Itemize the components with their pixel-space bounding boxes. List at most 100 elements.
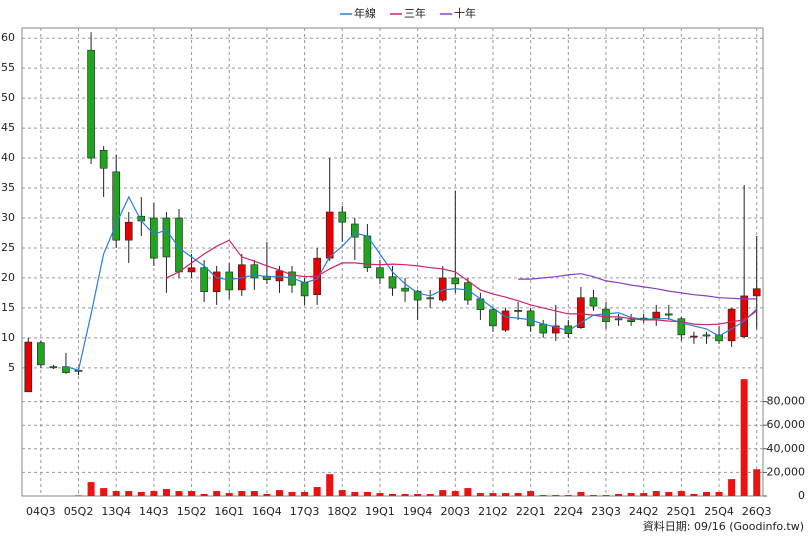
candle-body [589, 297, 598, 307]
volume-bar [677, 491, 685, 496]
candle-body [376, 267, 384, 279]
candle-body [275, 270, 284, 282]
candle-body [426, 297, 434, 300]
volume-bar [715, 491, 723, 496]
candle-body [652, 311, 661, 319]
volume-bar [112, 491, 120, 496]
candle-body [451, 277, 460, 285]
volume-bar [351, 491, 359, 496]
volume-bar [539, 495, 547, 496]
volume-bar [263, 493, 271, 496]
candle-body [752, 288, 761, 297]
x-tick-label: 14Q3 [139, 505, 169, 518]
volume-bar [87, 482, 95, 496]
candle-body [112, 171, 120, 241]
volume-bar [75, 495, 83, 496]
candle-body [212, 271, 221, 293]
candle-body [577, 297, 585, 328]
candle-body [665, 313, 673, 316]
volume-bar [238, 491, 246, 496]
volume-bar [451, 491, 459, 496]
volume-bar [753, 469, 761, 496]
volume-bar [426, 493, 434, 496]
ma-line [166, 239, 758, 326]
y2-tick-label: 60,000 [767, 418, 806, 431]
volume-bar [162, 489, 170, 496]
legend-label: 十年 [454, 6, 476, 20]
x-tick-label: 20Q3 [440, 505, 470, 518]
ma-line [518, 273, 757, 300]
legend-label: 年線 [354, 6, 376, 20]
x-tick-label: 04Q3 [26, 505, 56, 518]
candle-body [300, 282, 309, 297]
x-tick-label: 25Q4 [704, 505, 734, 518]
candle-body [62, 366, 70, 373]
candle-body [690, 335, 698, 338]
ma-line [65, 195, 758, 371]
candle-body [464, 282, 472, 301]
candle-body [250, 264, 259, 279]
candle-body [539, 323, 548, 334]
volume-bar [175, 491, 183, 496]
volume-bar [690, 493, 698, 496]
candle-body [200, 267, 208, 293]
y-tick-label: 55 [1, 61, 15, 74]
candle-body [351, 223, 359, 238]
volume-bar [150, 491, 158, 496]
x-tick-label: 16Q4 [252, 505, 282, 518]
x-tick-label: 13Q4 [101, 505, 131, 518]
volume-bar [502, 493, 510, 496]
volume-bar [476, 493, 484, 496]
volume-bar [288, 491, 296, 496]
y-tick-label: 30 [1, 211, 15, 224]
candle-body [225, 271, 234, 291]
volume-bar [589, 495, 597, 496]
y-tick-label: 15 [1, 301, 15, 314]
candle-body [727, 308, 736, 342]
y-tick-label: 40 [1, 151, 15, 164]
x-tick-label: 22Q1 [516, 505, 546, 518]
candle-body [526, 310, 535, 327]
volume-bar [100, 488, 108, 496]
volume-bar [439, 490, 447, 496]
candle-body [715, 334, 723, 342]
volume-bar [313, 487, 321, 496]
candle-body [614, 318, 623, 321]
x-tick-label: 23Q3 [591, 505, 621, 518]
candle-body [438, 277, 447, 301]
volume-bar [627, 493, 635, 496]
volume-bar [702, 491, 710, 496]
volume-bar [200, 493, 208, 496]
volume-bar [363, 491, 371, 496]
y-tick-label: 45 [1, 121, 15, 134]
candle-body [677, 318, 686, 336]
volume-bar [301, 491, 309, 496]
x-tick-label: 26Q3 [742, 505, 772, 518]
volume-bar [740, 379, 748, 496]
candle-body [338, 211, 347, 223]
x-tick-label: 17Q3 [290, 505, 320, 518]
volume-bar [552, 495, 560, 496]
volume-bar [489, 493, 497, 496]
volume-bar [615, 493, 623, 496]
x-tick-label: 22Q4 [554, 505, 584, 518]
candle-body [501, 310, 510, 331]
y2-tick-label: 80,000 [767, 395, 806, 408]
volume-bar [602, 495, 610, 496]
candle-body [87, 49, 95, 159]
candle-body [363, 235, 372, 269]
candle-body [162, 217, 171, 258]
y-tick-label: 25 [1, 241, 15, 254]
volume-bar [326, 474, 334, 496]
volume-bar [728, 479, 736, 496]
candle-body [388, 276, 397, 289]
volume-bar [564, 495, 572, 496]
candle-body [740, 295, 748, 337]
candle-body [124, 221, 133, 241]
y2-tick-label: 0 [798, 489, 805, 502]
y-tick-label: 10 [1, 331, 15, 344]
candle-body [24, 341, 33, 393]
candle-body [401, 287, 409, 292]
volume-bar [464, 488, 472, 496]
